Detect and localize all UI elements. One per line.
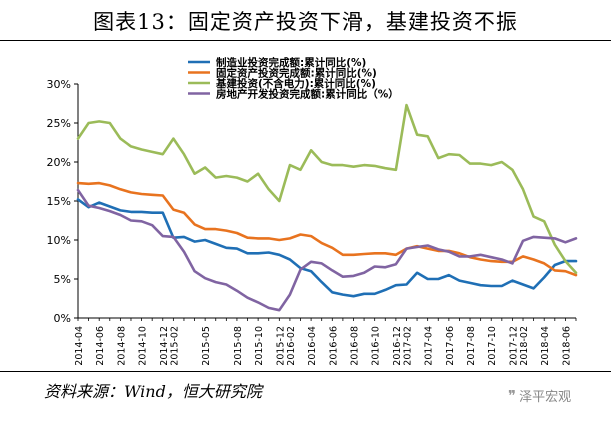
x-tick-label: 2018-02 — [519, 326, 530, 366]
x-tick-label: 2017-10 — [487, 326, 498, 366]
x-tick-label: 2018-06 — [561, 326, 572, 366]
y-tick-label: 0% — [54, 312, 71, 325]
chart-axes: 0% 5% 10% 15% 20% 25% 30% 2014-04 2014-06 2014-08… — [47, 78, 577, 366]
series-line-3 — [76, 103, 578, 275]
x-tick-label: 2015-08 — [233, 326, 244, 366]
legend-label-2: 固定资产投资完成额:累计同比(%) — [216, 67, 377, 80]
x-tick-label: 2017-12 — [508, 326, 519, 366]
legend-label-3: 基建投资(不含电力):累计同比(%) — [215, 77, 376, 90]
series-line-1 — [76, 198, 578, 298]
chat-bubble-icon: ❞ — [508, 386, 517, 405]
y-tick-label: 25% — [47, 117, 71, 130]
watermark: ❞ 泽平宏观 — [508, 386, 572, 406]
series-line-4 — [76, 188, 578, 312]
y-tick-label: 5% — [54, 273, 71, 286]
x-tick-label: 2018-04 — [540, 326, 551, 366]
x-tick-label: 2015-12 — [275, 326, 286, 366]
x-tick-label: 2015-10 — [254, 326, 265, 366]
x-tick-label: 2016-02 — [286, 326, 297, 366]
watermark-label: 泽平宏观 — [519, 390, 572, 405]
x-tick-label: 2014-04 — [74, 326, 85, 366]
legend-label-4: 房地产开发投资完成额:累计同比（%） — [216, 88, 399, 101]
x-tick-label: 2016-06 — [328, 326, 339, 366]
chart-legend: 制造业投资完成额:累计同比(%)固定资产投资完成额:累计同比(%)基建投资(不含… — [188, 56, 399, 101]
legend-label-1: 制造业投资完成额:累计同比(%) — [216, 56, 366, 69]
x-tick-label: 2014-10 — [138, 326, 149, 366]
x-tick-label: 2016-04 — [307, 326, 318, 366]
y-tick-label: 10% — [47, 234, 71, 247]
series-line-2 — [76, 181, 578, 277]
figure-title: 图表13：固定资产投资下滑，基建投资不振 — [93, 10, 518, 34]
x-tick-label: 2017-04 — [424, 326, 435, 366]
footer-divider — [0, 371, 611, 372]
chart-series-layer — [76, 103, 578, 312]
x-tick-label: 2016-10 — [371, 326, 382, 366]
x-tick-label: 2016-12 — [392, 326, 403, 366]
y-tick-label: 15% — [47, 195, 71, 208]
x-tick-label: 2017-02 — [402, 326, 413, 366]
x-tick-label: 2015-02 — [169, 326, 180, 366]
y-tick-label: 30% — [47, 78, 71, 91]
x-tick-label: 2014-06 — [95, 326, 106, 366]
x-tick-label: 2017-08 — [466, 326, 477, 366]
x-tick-label: 2014-08 — [116, 326, 127, 366]
x-tick-label: 2017-06 — [445, 326, 456, 366]
y-tick-label: 20% — [47, 156, 71, 169]
x-tick-label: 2014-12 — [159, 326, 170, 366]
line-chart: 制造业投资完成额:累计同比(%)固定资产投资完成额:累计同比(%)基建投资(不含… — [47, 56, 578, 366]
x-tick-label: 2016-08 — [349, 326, 360, 366]
x-tick-label: 2015-05 — [201, 326, 212, 366]
title-divider — [0, 40, 611, 41]
source-note: 资料来源：Wind，恒大研究院 — [44, 382, 262, 401]
